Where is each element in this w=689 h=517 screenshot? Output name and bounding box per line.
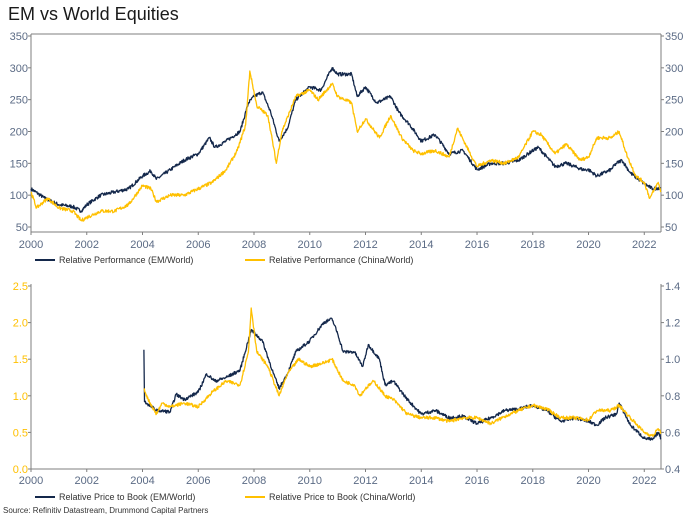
legend-label: Relative Performance (EM/World) xyxy=(59,255,193,265)
y-left-tick-label: 150 xyxy=(10,158,28,170)
y-left-tick-label: 1.0 xyxy=(13,391,28,403)
x-tick-label: 2018 xyxy=(521,239,545,251)
x-tick-label: 2020 xyxy=(576,475,600,487)
x-tick-label: 2016 xyxy=(465,239,489,251)
x-tick-label: 2018 xyxy=(521,475,545,487)
y-right-tick-label: 350 xyxy=(665,31,683,43)
y-left-tick-label: 250 xyxy=(10,95,28,107)
x-tick-label: 2016 xyxy=(465,475,489,487)
legend-label: Relative Price to Book (EM/World) xyxy=(59,492,195,502)
x-tick-label: 2004 xyxy=(130,239,154,251)
x-tick-label: 2008 xyxy=(242,475,266,487)
y-left-tick-label: 0.5 xyxy=(13,427,28,439)
y-right-tick-label: 200 xyxy=(665,127,683,139)
y-right-tick-label: 1.0 xyxy=(665,354,680,366)
x-tick-label: 2022 xyxy=(632,475,656,487)
china-world-series-line xyxy=(30,70,662,222)
y-right-tick-label: 150 xyxy=(665,158,683,170)
y-right-tick-label: 0.6 xyxy=(665,427,680,439)
em-world-series-line xyxy=(143,317,662,441)
y-right-tick-label: 100 xyxy=(665,190,683,202)
china-world-series-line xyxy=(143,307,662,437)
x-tick-label: 2004 xyxy=(130,475,154,487)
y-right-tick-label: 0.8 xyxy=(665,391,680,403)
y-right-tick-label: 0.4 xyxy=(665,464,680,476)
x-tick-label: 2002 xyxy=(75,239,99,251)
y-right-tick-label: 50 xyxy=(665,222,677,234)
y-left-tick-label: 2.0 xyxy=(13,318,28,330)
x-tick-label: 2014 xyxy=(409,475,433,487)
x-tick-label: 2006 xyxy=(186,239,210,251)
chart-title: EM vs World Equities xyxy=(8,4,179,24)
x-tick-label: 2022 xyxy=(632,239,656,251)
x-tick-label: 2008 xyxy=(242,239,266,251)
x-tick-label: 2000 xyxy=(19,475,43,487)
x-tick-label: 2010 xyxy=(298,475,322,487)
y-right-tick-label: 250 xyxy=(665,95,683,107)
y-left-tick-label: 300 xyxy=(10,63,28,75)
y-left-tick-label: 100 xyxy=(10,190,28,202)
x-tick-label: 2012 xyxy=(353,475,377,487)
x-tick-label: 2000 xyxy=(19,239,43,251)
source-note: Source: Refinitiv Datastream, Drummond C… xyxy=(3,506,209,515)
y-right-tick-label: 300 xyxy=(665,63,683,75)
y-left-tick-label: 200 xyxy=(10,127,28,139)
x-tick-label: 2012 xyxy=(353,239,377,251)
y-left-tick-label: 50 xyxy=(16,222,28,234)
y-left-tick-label: 0.0 xyxy=(13,464,28,476)
y-right-tick-label: 1.4 xyxy=(665,281,680,293)
x-tick-label: 2020 xyxy=(576,239,600,251)
y-left-tick-label: 1.5 xyxy=(13,354,28,366)
x-tick-label: 2002 xyxy=(75,475,99,487)
y-left-tick-label: 2.5 xyxy=(13,281,28,293)
legend-label: Relative Performance (China/World) xyxy=(269,255,413,265)
y-left-tick-label: 350 xyxy=(10,31,28,43)
x-tick-label: 2006 xyxy=(186,475,210,487)
x-tick-label: 2014 xyxy=(409,239,433,251)
em-world-series-line xyxy=(30,67,662,213)
y-right-tick-label: 1.2 xyxy=(665,318,680,330)
x-tick-label: 2010 xyxy=(298,239,322,251)
legend-label: Relative Price to Book (China/World) xyxy=(269,492,415,502)
